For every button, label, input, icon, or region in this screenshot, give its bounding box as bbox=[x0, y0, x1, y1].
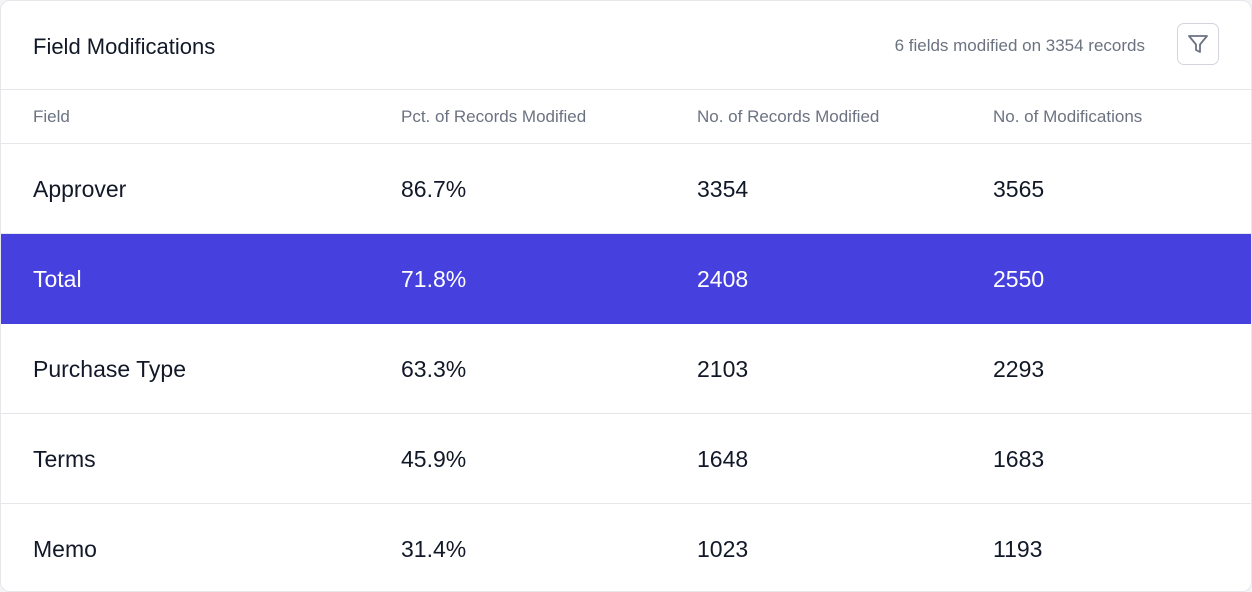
records-cell: 1023 bbox=[697, 536, 749, 562]
modifications-cell: 2293 bbox=[993, 356, 1045, 382]
column-header-modifications[interactable]: No. of Modifications bbox=[993, 107, 1143, 126]
field-cell: Approver bbox=[33, 176, 127, 202]
field-cell: Purchase Type bbox=[33, 356, 187, 382]
modifications-cell: 2550 bbox=[993, 266, 1045, 292]
records-cell: 2103 bbox=[697, 356, 749, 382]
pct-cell: 63.3% bbox=[401, 356, 467, 382]
records-cell: 3354 bbox=[697, 176, 749, 202]
field-cell: Total bbox=[33, 266, 82, 292]
column-header-field[interactable]: Field bbox=[33, 107, 70, 126]
table-row[interactable]: Memo 31.4% 1023 1193 bbox=[1, 504, 1251, 591]
filter-button[interactable] bbox=[1177, 23, 1219, 65]
card-title: Field Modifications bbox=[33, 34, 216, 59]
modifications-cell: 3565 bbox=[993, 176, 1045, 202]
table-body: Approver 86.7% 3354 3565 Total 71.8% 240… bbox=[1, 144, 1251, 591]
records-cell: 1648 bbox=[697, 446, 749, 472]
field-cell: Memo bbox=[33, 536, 97, 562]
modifications-cell: 1683 bbox=[993, 446, 1045, 472]
table-row[interactable]: Purchase Type 63.3% 2103 2293 bbox=[1, 324, 1251, 414]
field-cell: Terms bbox=[33, 446, 96, 472]
table-header: Field Pct. of Records Modified No. of Re… bbox=[1, 90, 1251, 144]
records-cell: 2408 bbox=[697, 266, 749, 292]
modification-summary: 6 fields modified on 3354 records bbox=[894, 36, 1145, 55]
table-row[interactable]: Approver 86.7% 3354 3565 bbox=[1, 144, 1251, 234]
column-header-records-modified[interactable]: No. of Records Modified bbox=[697, 107, 880, 126]
filter-icon bbox=[1188, 35, 1208, 53]
pct-cell: 71.8% bbox=[401, 266, 467, 292]
card-header: Field Modifications 6 fields modified on… bbox=[1, 1, 1251, 90]
pct-cell: 31.4% bbox=[401, 536, 467, 562]
table-row-selected[interactable]: Total 71.8% 2408 2550 bbox=[1, 234, 1251, 324]
table-row[interactable]: Terms 45.9% 1648 1683 bbox=[1, 414, 1251, 504]
pct-cell: 86.7% bbox=[401, 176, 467, 202]
modifications-cell: 1193 bbox=[993, 536, 1043, 562]
pct-cell: 45.9% bbox=[401, 446, 467, 472]
column-header-pct-records-modified[interactable]: Pct. of Records Modified bbox=[401, 107, 587, 126]
